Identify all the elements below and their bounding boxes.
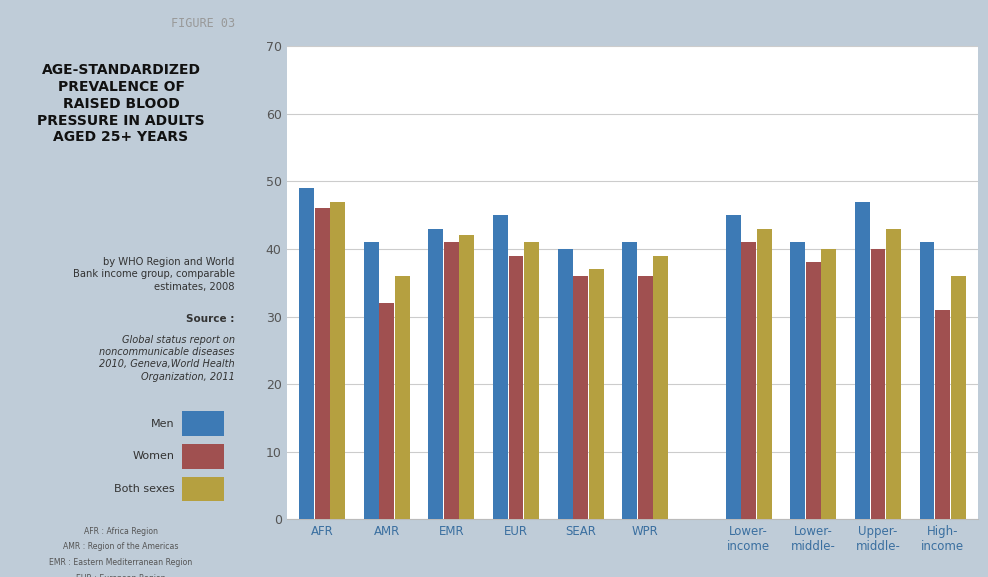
- Bar: [589, 269, 604, 519]
- Text: Both sexes: Both sexes: [114, 484, 174, 494]
- Bar: [379, 303, 394, 519]
- Bar: [395, 276, 410, 519]
- Text: FIGURE 03: FIGURE 03: [171, 17, 235, 31]
- Bar: [459, 235, 474, 519]
- Text: AFR : Africa Region: AFR : Africa Region: [84, 527, 158, 536]
- Text: by WHO Region and World
Bank income group, comparable
estimates, 2008: by WHO Region and World Bank income grou…: [73, 257, 235, 291]
- Bar: [821, 249, 836, 519]
- Text: EMR : Eastern Mediterranean Region: EMR : Eastern Mediterranean Region: [49, 558, 193, 567]
- Bar: [493, 215, 508, 519]
- Text: Women: Women: [132, 451, 174, 462]
- Bar: [299, 188, 314, 519]
- Bar: [920, 242, 935, 519]
- Bar: [524, 242, 538, 519]
- Bar: [364, 242, 378, 519]
- Bar: [573, 276, 588, 519]
- Text: AGE-STANDARDIZED
PREVALENCE OF
RAISED BLOOD
PRESSURE IN ADULTS
AGED 25+ YEARS: AGE-STANDARDIZED PREVALENCE OF RAISED BL…: [38, 63, 205, 144]
- FancyBboxPatch shape: [182, 477, 224, 501]
- Text: Global status report on
noncommunicable diseases
2010, Geneva,World Health
Organ: Global status report on noncommunicable …: [99, 335, 235, 382]
- Bar: [653, 256, 668, 519]
- Bar: [741, 242, 756, 519]
- Bar: [870, 249, 885, 519]
- Bar: [622, 242, 637, 519]
- Bar: [638, 276, 653, 519]
- Bar: [314, 208, 330, 519]
- FancyBboxPatch shape: [182, 411, 224, 436]
- FancyBboxPatch shape: [182, 444, 224, 469]
- Bar: [757, 228, 772, 519]
- Text: AMR : Region of the Americas: AMR : Region of the Americas: [63, 542, 179, 552]
- Text: EUR : European Region: EUR : European Region: [76, 574, 166, 577]
- Bar: [444, 242, 458, 519]
- Bar: [330, 201, 345, 519]
- Bar: [557, 249, 572, 519]
- Bar: [886, 228, 901, 519]
- Text: Source :: Source :: [187, 314, 235, 324]
- Bar: [806, 263, 821, 519]
- Bar: [855, 201, 869, 519]
- Bar: [429, 228, 444, 519]
- Bar: [935, 310, 950, 519]
- Text: Men: Men: [150, 418, 174, 429]
- Bar: [509, 256, 524, 519]
- Bar: [950, 276, 965, 519]
- Bar: [790, 242, 805, 519]
- Bar: [726, 215, 741, 519]
